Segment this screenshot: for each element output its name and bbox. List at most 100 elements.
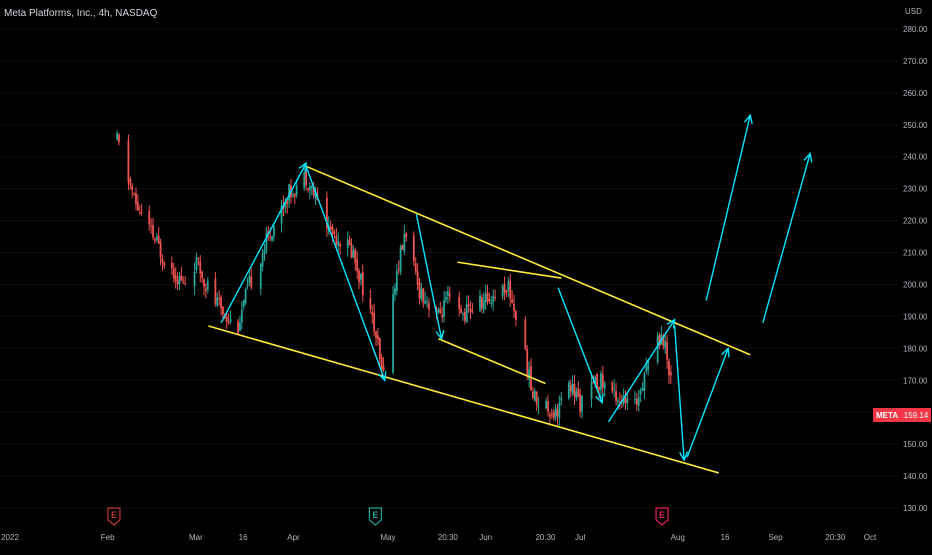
candle-body xyxy=(333,232,336,234)
projection-arrow xyxy=(607,319,676,423)
candle-body xyxy=(601,374,604,388)
candle-body xyxy=(295,185,298,195)
candle-body xyxy=(356,259,359,272)
candle-body xyxy=(303,172,306,188)
price-tick-label: 200.00 xyxy=(903,280,928,289)
candle-body xyxy=(377,335,379,340)
time-tick-label: Aug xyxy=(671,533,685,542)
time-tick-label: 20:30 xyxy=(438,533,459,542)
channel-trendline xyxy=(305,165,751,356)
projection-arrow xyxy=(673,325,685,461)
event-marker-label: E xyxy=(111,510,117,520)
price-tick-label: 170.00 xyxy=(903,376,928,385)
candle-body xyxy=(244,289,247,303)
candle-body xyxy=(624,396,627,403)
candle-body xyxy=(361,271,364,296)
candle-body xyxy=(305,171,307,186)
projection-arrow xyxy=(705,115,751,301)
candle-body xyxy=(403,234,406,252)
candle-body xyxy=(197,258,200,260)
candle-body xyxy=(590,381,593,399)
candle-body xyxy=(218,298,221,300)
time-tick-label: 20:30 xyxy=(825,533,846,542)
candle-body xyxy=(507,281,510,291)
candle-body xyxy=(291,195,294,197)
candle-body xyxy=(222,306,224,315)
candle-body xyxy=(195,256,198,270)
candle-body xyxy=(647,360,650,370)
candle-body xyxy=(463,311,466,321)
candle-body xyxy=(552,412,555,418)
candle-body xyxy=(199,261,202,274)
price-tick-label: 230.00 xyxy=(903,185,928,194)
candle-body xyxy=(133,192,136,194)
candle-body xyxy=(182,281,185,283)
candle-body xyxy=(645,366,648,372)
candle-body xyxy=(462,313,464,315)
candle-body xyxy=(479,295,481,311)
candle-body xyxy=(626,399,629,404)
candle-body xyxy=(533,390,536,401)
candle-body xyxy=(325,197,328,229)
candle-body xyxy=(486,291,489,302)
candle-body xyxy=(514,311,517,320)
candle-body xyxy=(509,280,512,299)
candle-body xyxy=(184,282,187,284)
time-tick-label: 16 xyxy=(721,533,730,542)
candle-body xyxy=(118,134,120,143)
price-tick-label: 270.00 xyxy=(903,57,928,66)
price-tick-label: 220.00 xyxy=(903,217,928,226)
candle-body xyxy=(337,241,340,246)
candle-body xyxy=(369,297,372,310)
price-tick-label: 260.00 xyxy=(903,89,928,98)
candle-body xyxy=(537,405,540,407)
candle-body xyxy=(358,270,360,282)
price-tick-label: 240.00 xyxy=(903,153,928,162)
candle-body xyxy=(335,236,338,245)
candle-body xyxy=(237,321,239,334)
price-tick-label: 140.00 xyxy=(903,472,928,481)
candle-body xyxy=(397,269,400,271)
candle-body xyxy=(229,319,232,323)
time-axis[interactable]: 2022 Feb Mar 16 Apr May 20:30 Jun 20:30 Jul Aug 16 S… xyxy=(1,533,877,542)
time-tick-label: Jun xyxy=(479,533,492,542)
candle-body xyxy=(201,271,204,279)
candle-body xyxy=(312,186,315,196)
candle-body xyxy=(637,396,640,406)
candle-body xyxy=(573,383,576,397)
candle-body xyxy=(545,401,548,409)
candle-body xyxy=(526,349,529,377)
time-tick-label: Apr xyxy=(287,533,300,542)
candle-body xyxy=(480,297,483,309)
candle-body xyxy=(615,391,617,401)
arrow-head xyxy=(595,393,604,405)
candle-body xyxy=(501,285,504,297)
candle-body xyxy=(458,297,461,309)
candle-body xyxy=(250,276,253,288)
candle-body xyxy=(437,308,440,313)
candle-body xyxy=(484,293,487,303)
candle-body xyxy=(439,309,442,313)
candle-body xyxy=(280,205,283,224)
candle-body xyxy=(172,268,175,279)
candle-body xyxy=(155,236,158,241)
candle-body xyxy=(422,288,425,304)
candle-body xyxy=(152,225,154,238)
event-marker-label: E xyxy=(372,510,378,520)
candle-body xyxy=(314,191,317,199)
candle-body xyxy=(611,382,614,392)
candle-body xyxy=(448,293,451,297)
candle-body xyxy=(148,211,151,225)
candle-body xyxy=(567,382,570,399)
candle-body xyxy=(592,382,595,384)
arrow-head xyxy=(721,346,730,358)
candle-body xyxy=(348,239,351,245)
projection-arrow xyxy=(762,153,811,324)
channel-trendline xyxy=(438,338,546,385)
candle-body xyxy=(643,373,646,391)
arrow-head xyxy=(298,161,307,173)
candle-body xyxy=(140,211,143,213)
